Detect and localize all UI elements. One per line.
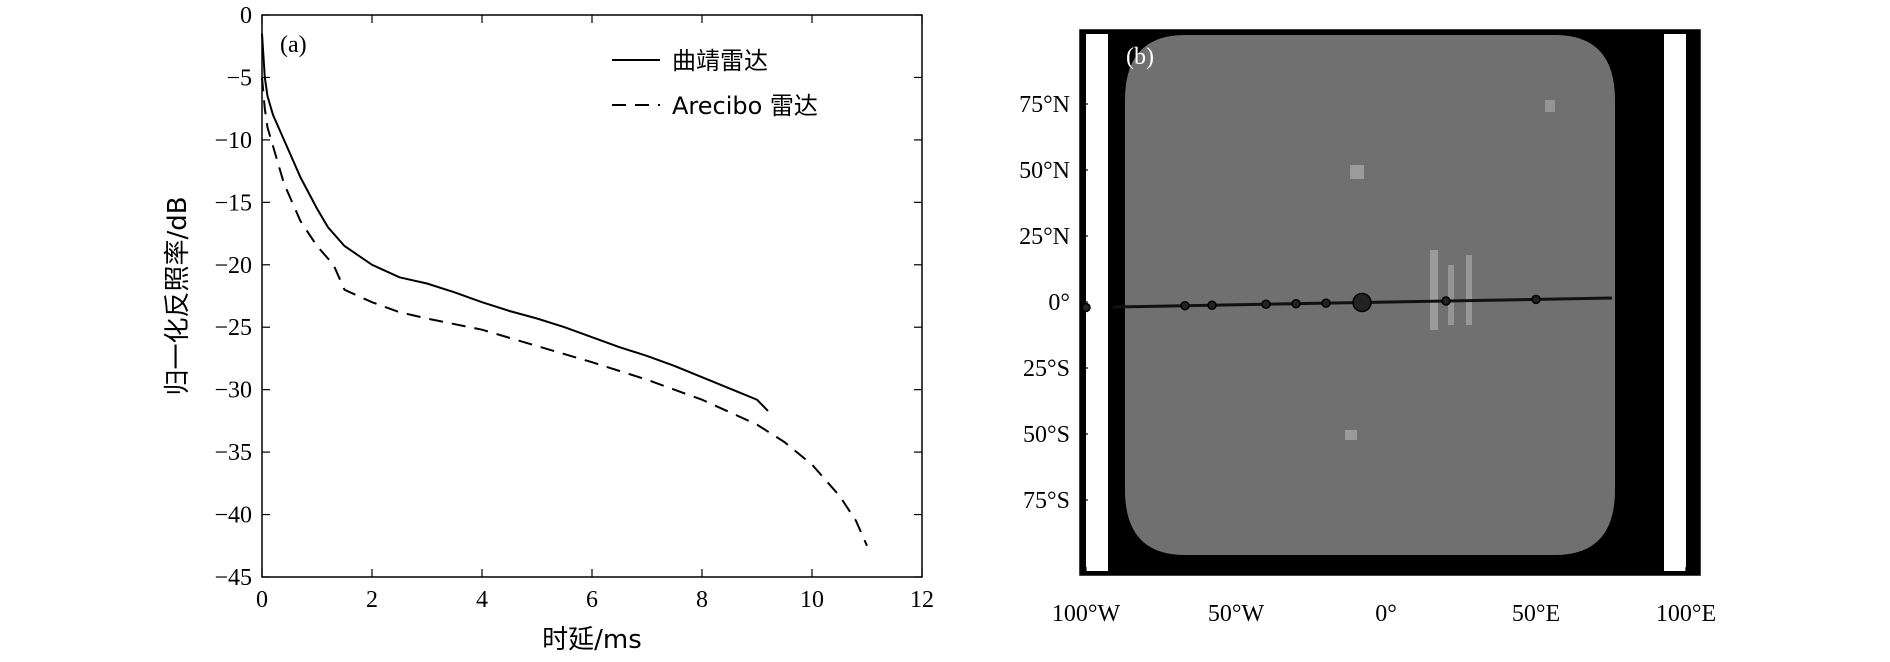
y-tick-label: −35: [214, 440, 252, 466]
x-tick-label: 2: [366, 587, 378, 613]
left-white-strip: [1086, 34, 1108, 571]
series-line-qujing: [261, 33, 769, 412]
x-axis-label: 时延/ms: [542, 625, 642, 655]
y-tick-label: −40: [214, 503, 252, 529]
x-tick-label: 8: [696, 587, 708, 613]
longitude-labels: 100°W 50°W 0° 50°E 100°E: [1052, 601, 1716, 627]
lat-tick-label: 75°N: [1019, 92, 1070, 118]
legend: 曲靖雷达 Arecibo 雷达: [612, 47, 818, 120]
equator-marker: [1207, 300, 1217, 310]
lon-tick-label: 100°E: [1656, 601, 1716, 627]
panel-label-a: (a): [280, 32, 307, 58]
y-tick-label: −45: [214, 565, 252, 591]
y-tick-labels: 0 −5 −10 −15 −20 −25 −30 −35 −40 −45: [214, 3, 252, 591]
lon-tick-label: 50°E: [1512, 601, 1560, 627]
radar-disk: [1125, 35, 1615, 555]
panel-label-b: (b): [1126, 44, 1154, 70]
x-tick-labels: 0 2 4 6 8 10 12: [256, 587, 934, 613]
lat-tick-label: 50°N: [1019, 158, 1070, 184]
equator-marker: [1352, 292, 1372, 313]
equator-marker: [1180, 300, 1190, 311]
bright-features: [1345, 100, 1555, 440]
legend-label-arecibo: Arecibo 雷达: [672, 92, 818, 120]
equator-marker: [1321, 298, 1331, 308]
lat-tick-label: 75°S: [1023, 488, 1070, 514]
y-tick-label: −10: [214, 128, 252, 154]
series-lines: [261, 33, 868, 547]
axis-ticks: [261, 14, 923, 578]
y-tick-label: −15: [214, 190, 252, 216]
y-tick-label: 0: [240, 3, 252, 29]
equator-marker: [1531, 294, 1541, 305]
lon-tick-label: 0°: [1375, 601, 1397, 627]
latitude-labels: 75°N 50°N 25°N 0° 25°S 50°S 75°S: [1019, 92, 1070, 514]
lat-tick-label: 0°: [1048, 290, 1070, 316]
lon-tick-label: 100°W: [1052, 601, 1121, 627]
x-tick-label: 12: [910, 587, 934, 613]
equator-marker: [1291, 298, 1301, 309]
lat-tick-label: 25°S: [1023, 356, 1070, 382]
equator-markers: [1081, 292, 1541, 313]
map-ticks: [1080, 103, 1687, 575]
equator-marker: [1081, 302, 1091, 313]
equator-marker: [1261, 299, 1271, 309]
lat-tick-label: 25°N: [1019, 224, 1070, 250]
lon-tick-label: 50°W: [1208, 601, 1265, 627]
y-axis-label: 归一化反照率/dB: [163, 196, 193, 395]
x-tick-label: 0: [256, 587, 268, 613]
y-tick-label: −25: [214, 315, 252, 341]
legend-label-qujing: 曲靖雷达: [672, 47, 768, 75]
chart-b: (b) 100°W 50°W 0° 50°E 100°E 75°N 50°N 25°N 0° 2…: [1019, 29, 1716, 627]
x-tick-label: 10: [800, 587, 824, 613]
plot-frame: [261, 14, 923, 578]
equator-marker: [1441, 296, 1451, 306]
y-tick-label: −20: [214, 253, 252, 279]
x-tick-label: 4: [476, 587, 488, 613]
y-tick-label: −30: [214, 378, 252, 404]
x-tick-label: 6: [586, 587, 598, 613]
chart-a: 0 2 4 6 8 10 12 0 −5 −10 −15 −20 −25 −30 −35 −40 −45 (a…: [163, 3, 934, 655]
y-tick-label: −5: [226, 65, 252, 91]
series-line-arecibo: [261, 77, 868, 547]
right-white-strip: [1664, 34, 1686, 571]
lat-tick-label: 50°S: [1023, 422, 1070, 448]
